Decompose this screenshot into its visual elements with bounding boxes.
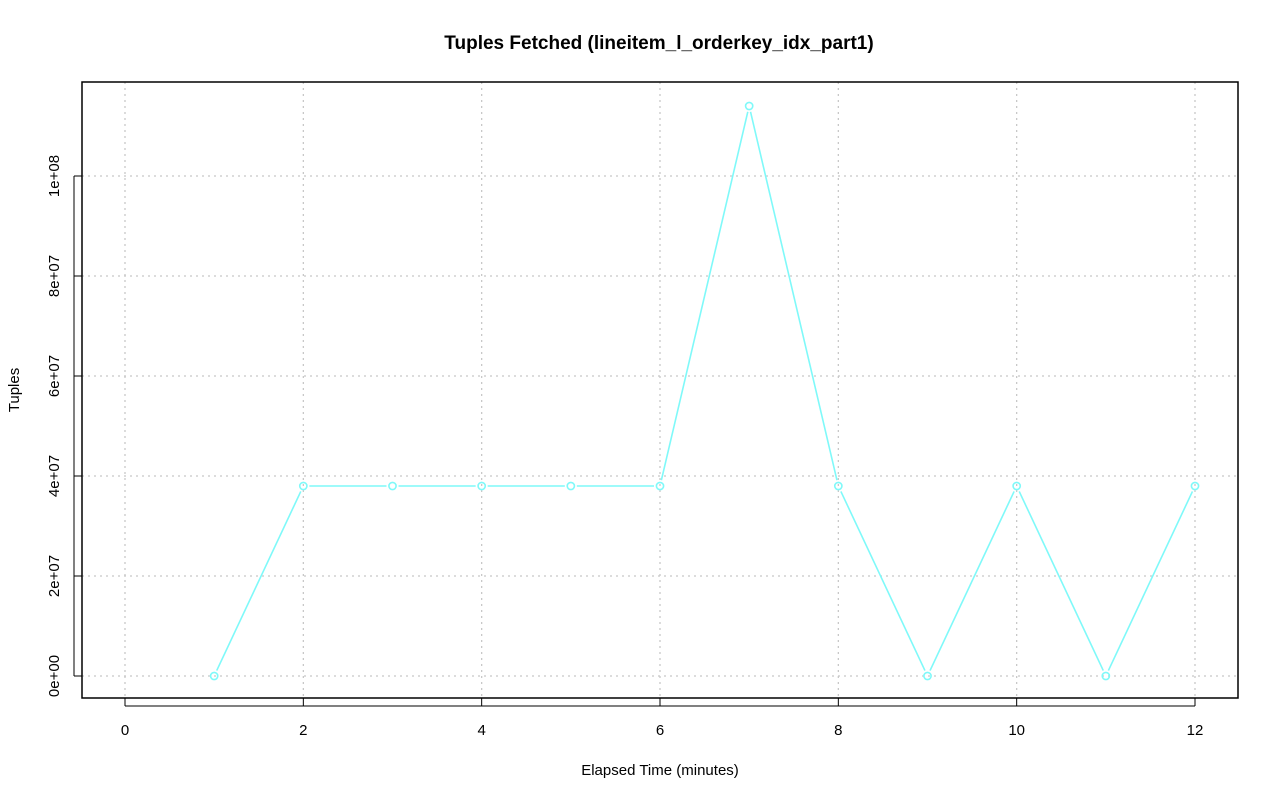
series-line-segment xyxy=(929,491,1015,671)
series-line-segment xyxy=(1107,491,1194,671)
data-point xyxy=(298,481,308,491)
data-point xyxy=(566,481,576,491)
series-line-segment xyxy=(215,491,302,671)
y-axis-label: Tuples xyxy=(6,368,23,412)
y-tick-label: 1e+08 xyxy=(46,155,63,197)
series-line-segment xyxy=(1018,491,1105,671)
x-axis-label: Elapsed Time (minutes) xyxy=(581,762,739,779)
x-tick-label: 0 xyxy=(121,722,129,739)
series-layer xyxy=(209,101,1200,681)
y-tick-label: 6e+07 xyxy=(46,355,63,397)
data-point xyxy=(388,481,397,491)
y-tick-label: 2e+07 xyxy=(46,555,63,597)
x-axis: 0 2 4 6 8 10 12 xyxy=(121,698,1204,739)
series-line-segment xyxy=(660,111,749,481)
y-tick-label: 8e+07 xyxy=(46,255,63,297)
grid xyxy=(82,82,1238,698)
data-point xyxy=(744,101,754,111)
y-tick-label: 0e+00 xyxy=(46,655,63,697)
x-tick-label: 2 xyxy=(299,722,307,739)
x-tick-label: 10 xyxy=(1008,722,1025,739)
series-0 xyxy=(209,101,1200,681)
chart-title: Tuples Fetched (lineitem_l_orderkey_idx_… xyxy=(444,33,873,54)
data-point xyxy=(1101,671,1111,681)
series-line-segment xyxy=(840,491,926,671)
series-line-segment xyxy=(749,111,838,481)
data-point xyxy=(1190,481,1200,491)
data-point xyxy=(923,671,932,681)
x-tick-label: 6 xyxy=(656,722,664,739)
x-tick-label: 12 xyxy=(1187,722,1204,739)
y-tick-label: 4e+07 xyxy=(46,455,63,497)
data-point xyxy=(833,481,843,491)
data-point xyxy=(1012,481,1022,491)
x-tick-label: 8 xyxy=(834,722,842,739)
data-point xyxy=(477,481,487,491)
data-point xyxy=(209,671,219,681)
data-point xyxy=(655,481,665,491)
y-axis: 0e+00 2e+07 4e+07 6e+07 8e+07 1e+08 xyxy=(46,155,82,697)
x-tick-label: 4 xyxy=(477,722,485,739)
